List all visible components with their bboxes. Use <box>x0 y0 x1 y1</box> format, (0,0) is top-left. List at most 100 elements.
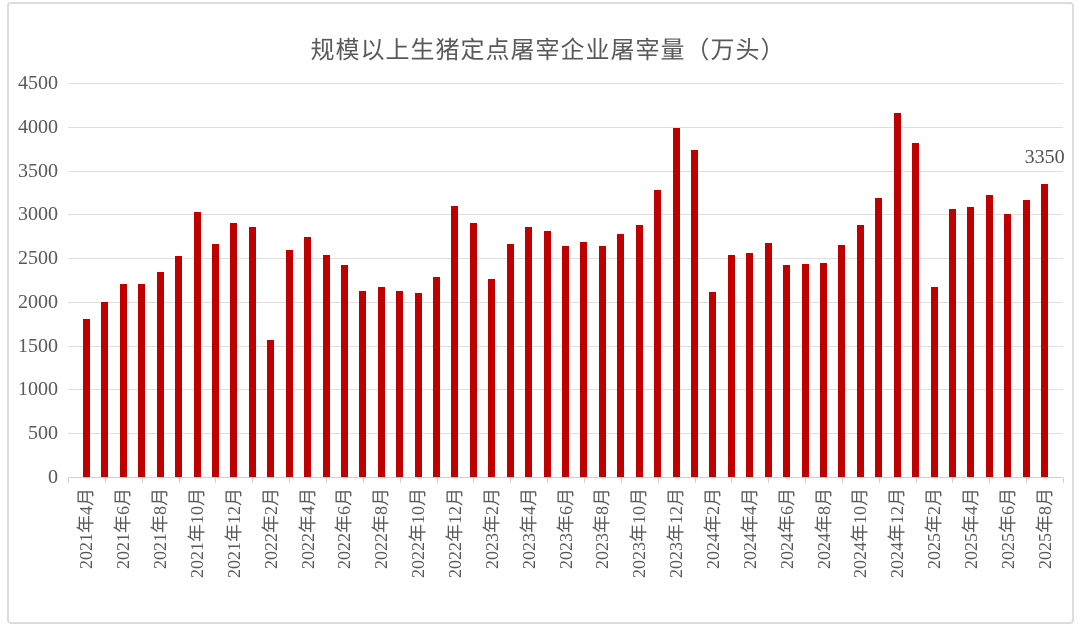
x-axis-tick-label: 2022年10月 <box>408 488 429 578</box>
x-axis-tick-mark <box>1063 478 1064 483</box>
bar <box>304 237 311 477</box>
x-axis-tick-label: 2025年8月 <box>1034 488 1055 569</box>
bar <box>82 319 90 477</box>
x-axis-tick-mark <box>768 478 770 483</box>
bar <box>525 226 533 477</box>
y-axis-tick-label: 2000 <box>18 290 58 313</box>
x-axis-tick-label: 2023年4月 <box>518 488 539 569</box>
x-axis-tick-mark <box>436 478 438 483</box>
gridline <box>68 126 1063 128</box>
x-axis-tick-label: 2021年8月 <box>150 488 171 569</box>
x-axis-tick-mark <box>1026 478 1028 483</box>
bar <box>543 231 551 477</box>
x-axis-tick-mark <box>399 478 401 483</box>
x-axis-tick-label: 2024年8月 <box>813 488 834 569</box>
x-axis-tick-label: 2025年6月 <box>997 488 1018 569</box>
y-axis-tick-label: 1000 <box>18 378 58 401</box>
x-axis-tick-label: 2021年12月 <box>223 488 244 578</box>
bar-value-label: 3350 <box>1024 145 1065 168</box>
x-axis-tick-mark <box>805 478 806 483</box>
x-axis-tick-label: 2023年6月 <box>555 488 576 569</box>
bar <box>1041 183 1049 477</box>
x-axis-tick-mark <box>510 478 512 483</box>
bar <box>414 293 422 477</box>
bar <box>654 189 662 477</box>
x-axis-tick-mark <box>178 478 180 483</box>
bar <box>1004 214 1012 477</box>
y-axis-tick-label: 3000 <box>18 203 58 226</box>
x-axis-tick-mark <box>841 478 843 483</box>
x-axis-tick-mark <box>289 478 291 483</box>
bar <box>101 301 109 477</box>
y-axis-tick-label: 4000 <box>18 115 58 138</box>
bar <box>856 224 864 477</box>
x-axis-tick-label: 2025年2月 <box>924 488 944 569</box>
x-axis-tick-label: 2024年12月 <box>887 488 908 578</box>
x-axis-tick-label: 2022年6月 <box>334 488 355 569</box>
x-axis-tick-mark <box>362 478 364 483</box>
x-axis-tick-mark <box>731 478 733 483</box>
gridline <box>68 83 1063 84</box>
bar <box>469 223 477 477</box>
bar <box>451 205 459 477</box>
x-axis-tick-label: 2023年2月 <box>481 488 502 569</box>
x-axis-tick-label: 2023年10月 <box>629 488 650 578</box>
bar <box>875 197 883 477</box>
bar <box>746 252 754 477</box>
bar <box>727 254 735 477</box>
bar <box>1022 200 1030 477</box>
y-axis-tick-label: 500 <box>28 422 58 445</box>
x-axis-tick-label: 2021年10月 <box>187 488 207 578</box>
bar <box>175 256 183 477</box>
gridline <box>68 170 1063 172</box>
x-axis-tick-mark <box>104 478 106 483</box>
bar <box>893 112 901 477</box>
bar <box>930 287 938 477</box>
x-axis-tick-label: 2021年4月 <box>76 488 97 569</box>
bar <box>488 279 496 477</box>
x-axis-tick-mark <box>141 478 143 483</box>
chart-title: 规模以上生猪定点屠宰企业屠宰量（万头） <box>310 38 786 64</box>
bar <box>617 233 625 477</box>
bar <box>820 262 827 477</box>
bar <box>709 292 717 477</box>
x-axis-tick-label: 2025年4月 <box>960 488 981 569</box>
bar <box>138 284 146 477</box>
x-axis-tick-mark <box>473 478 475 483</box>
bar <box>396 291 404 477</box>
x-axis-tick-label: 2024年10月 <box>850 488 871 578</box>
bar <box>635 224 643 477</box>
bar <box>285 250 293 477</box>
x-axis-tick-label: 2024年6月 <box>776 488 797 569</box>
y-axis-tick-label: 0 <box>48 466 58 488</box>
x-axis-tick-label: 2022年8月 <box>371 488 392 569</box>
bar <box>506 244 514 477</box>
bar <box>691 150 698 477</box>
y-axis-tick-label: 1500 <box>18 334 58 357</box>
x-axis-tick-mark <box>252 478 254 483</box>
x-axis-tick-mark <box>326 478 327 483</box>
bar <box>359 291 367 477</box>
x-axis-tick-mark <box>547 478 549 483</box>
bar <box>211 244 219 477</box>
x-axis-tick-label: 2024年4月 <box>739 488 760 569</box>
x-axis-tick-mark <box>620 478 622 483</box>
bar <box>985 195 993 477</box>
bar <box>267 340 275 477</box>
bar <box>248 226 256 477</box>
x-axis-tick-mark <box>215 478 217 483</box>
y-axis-tick-label: 2500 <box>18 247 58 270</box>
bar <box>912 142 920 477</box>
y-axis-tick-label: 3500 <box>18 159 58 182</box>
x-axis-tick-label: 2024年2月 <box>702 488 723 569</box>
bar <box>764 243 772 477</box>
bar <box>193 211 201 477</box>
x-axis-tick-label: 2023年8月 <box>592 488 613 569</box>
x-axis-tick-label: 2022年2月 <box>260 488 281 569</box>
x-axis-tick-label: 2023年12月 <box>666 488 687 578</box>
bar <box>801 264 809 477</box>
x-axis-tick-mark <box>878 478 880 483</box>
x-axis-tick-label: 2022年12月 <box>444 488 465 578</box>
x-axis-line <box>68 477 1063 478</box>
